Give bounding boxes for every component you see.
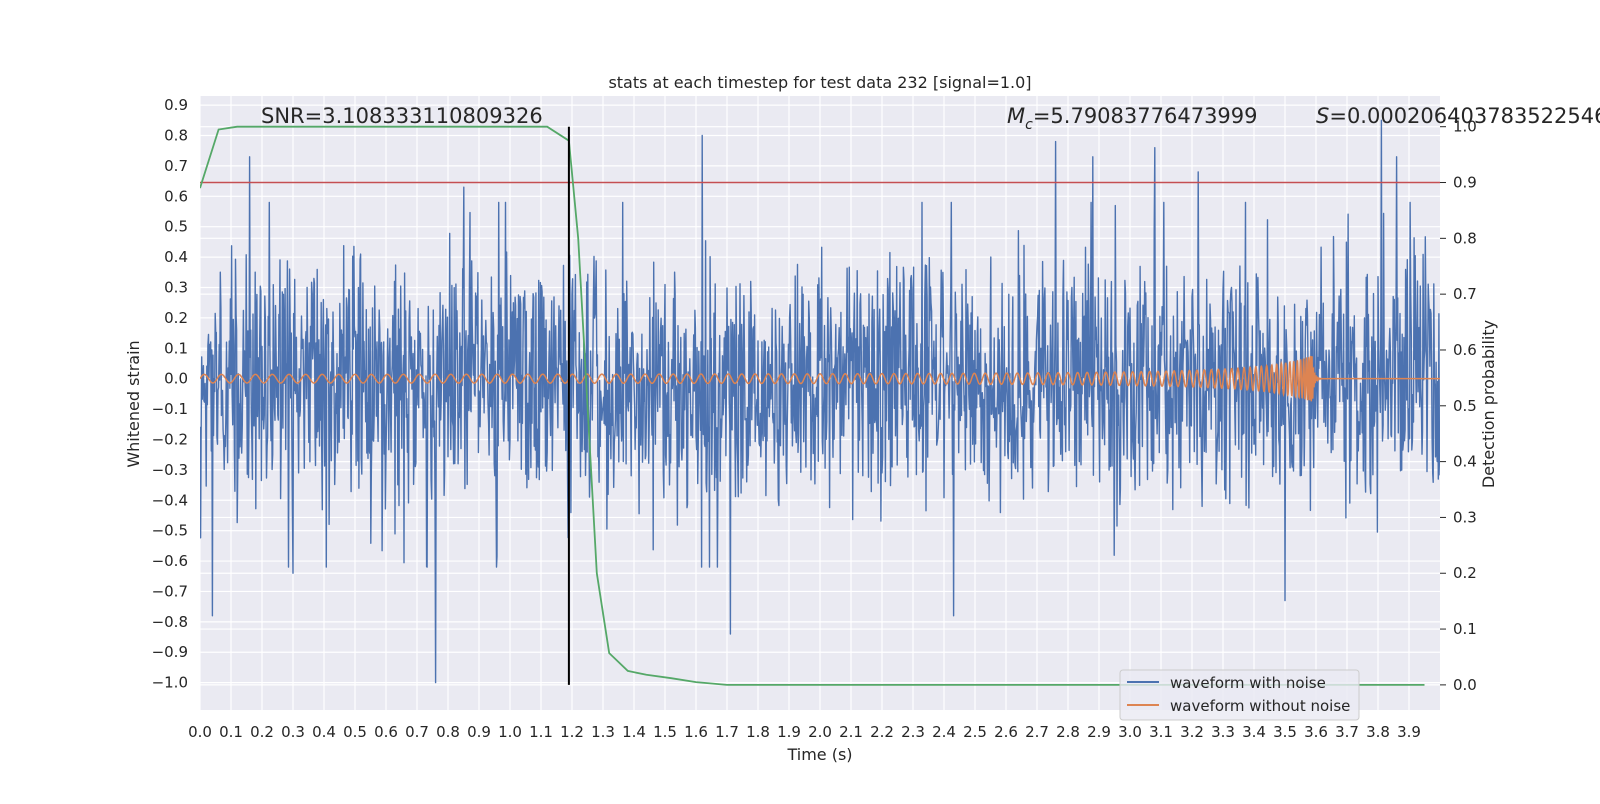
legend: waveform with noise waveform without noi… bbox=[1119, 669, 1360, 721]
x-tick-label: 0.9 bbox=[467, 723, 491, 741]
x-tick-label: 1.4 bbox=[622, 723, 646, 741]
y-tick-label: −0.7 bbox=[152, 582, 188, 600]
x-tick-label: 3.3 bbox=[1211, 723, 1235, 741]
x-tick-label: 3.2 bbox=[1180, 723, 1204, 741]
x-tick-label: 1.8 bbox=[746, 723, 770, 741]
y-right-tick-label: 0.5 bbox=[1453, 397, 1477, 415]
y-right-tick-label: 1.0 bbox=[1453, 118, 1477, 136]
chart-title: stats at each timestep for test data 232… bbox=[608, 73, 1031, 92]
x-tick-label: 0.4 bbox=[312, 723, 336, 741]
s-symbol: S bbox=[1316, 104, 1329, 128]
chirp-mass-symbol: M bbox=[1007, 104, 1025, 128]
x-tick-label: 1.5 bbox=[653, 723, 677, 741]
chirp-mass-annotation: Mc=5.79083776473999 bbox=[1007, 104, 1258, 133]
y-tick-label: −0.3 bbox=[152, 461, 188, 479]
y-axis-right-ticks: 1.0 0.9 0.8 0.7 0.6 0.5 0.4 0.3 0.2 0.1 0.0 bbox=[1440, 118, 1477, 694]
x-tick-label: 2.0 bbox=[808, 723, 832, 741]
x-tick-label: 1.0 bbox=[498, 723, 522, 741]
y-right-tick-label: 0.4 bbox=[1453, 453, 1477, 471]
s-value: =0.000206403783522546 bbox=[1329, 104, 1600, 128]
s-annotation: S=0.000206403783522546 bbox=[1316, 104, 1600, 128]
y-tick-label: 0.4 bbox=[164, 248, 188, 266]
x-tick-label: 2.8 bbox=[1056, 723, 1080, 741]
y-tick-label: 0.8 bbox=[164, 127, 188, 145]
y-tick-label: −0.1 bbox=[152, 400, 188, 418]
x-tick-label: 3.5 bbox=[1273, 723, 1297, 741]
x-tick-label: 2.4 bbox=[932, 723, 956, 741]
x-tick-label: 3.9 bbox=[1397, 723, 1421, 741]
y-tick-label: 0.0 bbox=[164, 370, 188, 388]
y-tick-label: 0.7 bbox=[164, 157, 188, 175]
y-tick-label: −1.0 bbox=[152, 674, 188, 692]
chirp-mass-subscript: c bbox=[1025, 117, 1033, 133]
x-tick-label: 0.0 bbox=[188, 723, 212, 741]
x-tick-label: 0.7 bbox=[405, 723, 429, 741]
x-tick-label: 0.2 bbox=[250, 723, 274, 741]
y-tick-label: 0.3 bbox=[164, 278, 188, 296]
legend-box bbox=[1119, 669, 1360, 721]
y-right-tick-label: 0.1 bbox=[1453, 620, 1477, 638]
x-tick-label: 3.7 bbox=[1335, 723, 1359, 741]
y-tick-label: −0.4 bbox=[152, 491, 188, 509]
x-tick-label: 2.6 bbox=[994, 723, 1018, 741]
x-tick-label: 3.4 bbox=[1242, 723, 1266, 741]
y-right-tick-label: 0.8 bbox=[1453, 229, 1477, 247]
x-tick-label: 2.7 bbox=[1025, 723, 1049, 741]
legend-label-noise: waveform with noise bbox=[1170, 674, 1326, 692]
x-axis-label: Time (s) bbox=[786, 745, 852, 764]
x-tick-label: 2.9 bbox=[1087, 723, 1111, 741]
y-right-tick-label: 0.6 bbox=[1453, 341, 1477, 359]
legend-label-clean: waveform without noise bbox=[1170, 697, 1350, 715]
y-tick-label: 0.9 bbox=[164, 96, 188, 114]
series-layer bbox=[200, 119, 1440, 686]
y-right-tick-label: 0.0 bbox=[1453, 676, 1477, 694]
y-tick-label: −0.8 bbox=[152, 613, 188, 631]
x-tick-label: 1.1 bbox=[529, 723, 553, 741]
waveform-without-noise-line bbox=[200, 355, 1440, 402]
x-tick-label: 1.9 bbox=[777, 723, 801, 741]
x-tick-label: 1.3 bbox=[591, 723, 615, 741]
y-axis-right-label: Detection probability bbox=[1479, 320, 1498, 488]
x-tick-label: 2.3 bbox=[901, 723, 925, 741]
y-right-tick-label: 0.7 bbox=[1453, 285, 1477, 303]
x-tick-label: 3.0 bbox=[1118, 723, 1142, 741]
x-tick-label: 1.2 bbox=[560, 723, 584, 741]
detection-probability-line bbox=[200, 125, 1425, 686]
y-tick-label: 0.6 bbox=[164, 187, 188, 205]
x-tick-label: 3.1 bbox=[1149, 723, 1173, 741]
y-axis-label: Whitened strain bbox=[124, 340, 143, 467]
y-tick-label: 0.2 bbox=[164, 309, 188, 327]
y-right-tick-label: 0.9 bbox=[1453, 174, 1477, 192]
chirp-mass-value: =5.79083776473999 bbox=[1033, 104, 1258, 128]
x-tick-label: 1.7 bbox=[715, 723, 739, 741]
y-right-tick-label: 0.3 bbox=[1453, 508, 1477, 526]
x-tick-label: 0.3 bbox=[281, 723, 305, 741]
x-axis-ticks: 0.0 0.1 0.2 0.3 0.4 0.5 0.6 0.7 0.8 0.9 1.0 1.1 1.2 1… bbox=[188, 723, 1421, 741]
x-tick-label: 2.2 bbox=[870, 723, 894, 741]
y-axis-ticks: 0.9 0.8 0.7 0.6 0.5 0.4 0.3 0.2 0.1 0.0 −0.1 −0.2 −0… bbox=[152, 96, 188, 692]
waveform-with-noise-line bbox=[200, 119, 1440, 684]
y-tick-label: 0.1 bbox=[164, 339, 188, 357]
y-tick-label: −0.6 bbox=[152, 552, 188, 570]
y-tick-label: −0.2 bbox=[152, 430, 188, 448]
x-tick-label: 3.8 bbox=[1366, 723, 1390, 741]
x-tick-label: 1.6 bbox=[684, 723, 708, 741]
x-tick-label: 0.1 bbox=[219, 723, 243, 741]
x-tick-label: 2.1 bbox=[839, 723, 863, 741]
y-tick-label: 0.5 bbox=[164, 218, 188, 236]
snr-annotation: SNR=3.108333110809326 bbox=[261, 104, 543, 128]
x-tick-label: 0.6 bbox=[374, 723, 398, 741]
y-right-tick-label: 0.2 bbox=[1453, 564, 1477, 582]
y-tick-label: −0.9 bbox=[152, 643, 188, 661]
x-tick-label: 3.6 bbox=[1304, 723, 1328, 741]
x-tick-label: 0.8 bbox=[436, 723, 460, 741]
x-tick-label: 0.5 bbox=[343, 723, 367, 741]
y-tick-label: −0.5 bbox=[152, 522, 188, 540]
x-tick-label: 2.5 bbox=[963, 723, 987, 741]
